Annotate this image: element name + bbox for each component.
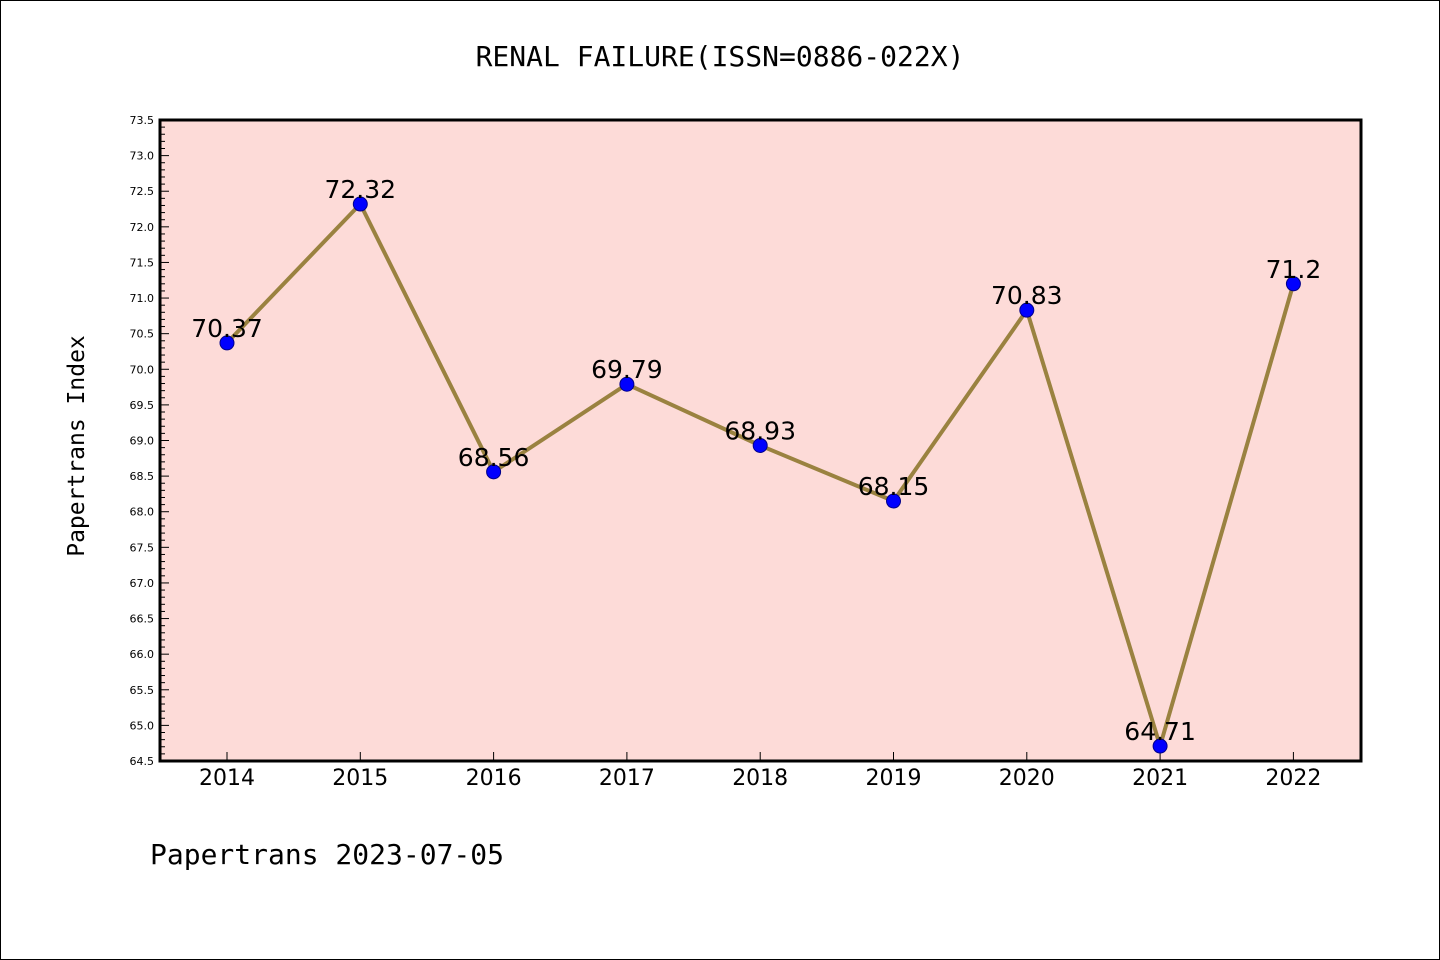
y-tick-label: 70.5 — [130, 328, 155, 341]
y-tick-label: 73.5 — [130, 114, 155, 127]
x-tick-label: 2014 — [199, 766, 255, 791]
x-tick-label: 2015 — [332, 766, 388, 791]
y-tick-label: 65.0 — [130, 719, 155, 732]
x-tick-label: 2017 — [599, 766, 655, 791]
y-tick-label: 69.0 — [130, 435, 155, 448]
x-tick-label: 2016 — [466, 766, 522, 791]
data-point — [1019, 302, 1035, 318]
y-tick-label: 70.0 — [130, 363, 155, 376]
data-point — [1152, 738, 1168, 754]
data-point — [352, 196, 368, 212]
y-axis-label: Papertrans Index — [64, 335, 90, 557]
y-tick-label: 71.5 — [130, 256, 155, 269]
data-label: 68.15 — [858, 472, 930, 501]
y-axis: 64.5 65.0 65.5 66.0 66.5 67.0 67.5 68.0 68.5 69.0… — [130, 114, 169, 768]
data-label: 64.71 — [1124, 717, 1196, 746]
data-labels: 70.37 72.32 68.56 69.79 68.93 68.15 70.83 64.71… — [191, 175, 1321, 746]
data-label: 71.2 — [1266, 255, 1322, 284]
data-point — [486, 464, 502, 480]
data-label: 70.83 — [991, 281, 1063, 310]
data-point — [886, 493, 901, 509]
y-tick-label: 64.5 — [130, 755, 155, 768]
data-label: 68.93 — [724, 416, 796, 445]
data-point — [1285, 276, 1301, 292]
y-tick-label: 69.5 — [130, 399, 155, 412]
footer-text: Papertrans 2023-07-05 — [150, 838, 504, 871]
x-tick-label: 2021 — [1132, 766, 1188, 791]
plot-border — [158, 118, 1363, 763]
data-label: 69.79 — [591, 355, 663, 384]
x-tick-label: 2020 — [999, 766, 1055, 791]
y-tick-label: 66.0 — [130, 648, 155, 661]
x-tick-label: 2018 — [732, 766, 788, 791]
data-label: 72.32 — [325, 175, 397, 204]
y-tick-label: 73.0 — [130, 150, 155, 163]
data-label: 70.37 — [191, 314, 263, 343]
x-axis: 2014 2015 2016 2017 2018 2019 2020 2021 2022 — [199, 752, 1321, 791]
y-tick-label: 68.5 — [130, 470, 155, 483]
x-tick-label: 2019 — [866, 766, 922, 791]
y-tick-label: 67.5 — [130, 541, 155, 554]
y-tick-label: 71.0 — [130, 292, 155, 305]
y-tick-label: 72.5 — [130, 185, 155, 198]
x-tick-label: 2022 — [1265, 766, 1321, 791]
data-point — [619, 376, 635, 392]
data-label: 68.56 — [458, 443, 530, 472]
data-point — [752, 437, 768, 453]
y-tick-label: 66.5 — [130, 613, 155, 626]
y-tick-label: 68.0 — [130, 506, 155, 519]
y-tick-label: 67.0 — [130, 577, 155, 590]
chart-title: RENAL FAILURE(ISSN=0886-022X) — [476, 40, 965, 73]
data-points — [219, 196, 1301, 754]
y-tick-label: 72.0 — [130, 221, 155, 234]
y-tick-label: 65.5 — [130, 684, 155, 697]
data-point — [219, 335, 235, 351]
